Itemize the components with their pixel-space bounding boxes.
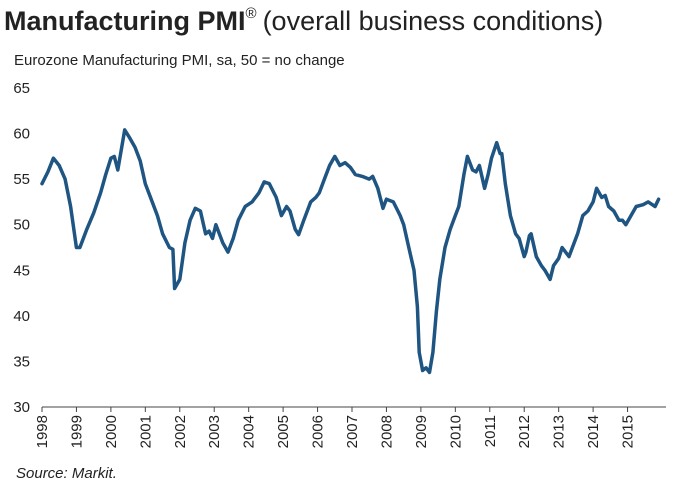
- x-tick-label: 1998: [34, 415, 51, 448]
- x-tick-label: 1999: [68, 415, 85, 448]
- chart-title: Manufacturing PMI® (overall business cond…: [4, 5, 603, 36]
- x-tick-label: 2003: [206, 415, 223, 448]
- x-tick-label: 2009: [413, 415, 430, 448]
- title-main: Manufacturing PMI: [4, 6, 246, 36]
- x-tick-label: 2004: [241, 415, 258, 448]
- x-tick-label: 2011: [482, 415, 499, 447]
- x-tick-label: 2013: [551, 415, 568, 448]
- x-tick-label: 2007: [344, 415, 361, 448]
- x-tick-label: 2002: [172, 415, 189, 448]
- y-tick-label: 55: [13, 171, 30, 188]
- y-tick-label: 60: [13, 126, 30, 143]
- y-tick-label: 40: [13, 308, 30, 325]
- x-tick-label: 2008: [378, 415, 395, 448]
- y-tick-label: 30: [13, 399, 30, 416]
- y-tick-label: 45: [13, 262, 30, 279]
- x-tick-label: 2012: [516, 415, 533, 448]
- source: Source: Markit.: [16, 465, 117, 482]
- x-tick-label: 2010: [447, 415, 464, 448]
- y-tick-label: 35: [13, 353, 30, 370]
- line: [40, 128, 661, 375]
- x-tick-label: 2000: [103, 415, 120, 448]
- x-tick-label: 2001: [137, 415, 154, 448]
- x-tick-label: 2006: [310, 415, 327, 448]
- subtitle: Eurozone Manufacturing PMI, sa, 50 = no …: [14, 52, 345, 69]
- x-tick-label: 2014: [585, 415, 602, 448]
- y-tick-label: 65: [13, 80, 30, 97]
- title-suffix: (overall business conditions): [263, 6, 604, 36]
- x-tick-label: 2005: [275, 415, 292, 448]
- y-tick-label: 50: [13, 217, 30, 234]
- title-mark: ®: [246, 5, 257, 22]
- x-tick-label: 2015: [620, 415, 637, 448]
